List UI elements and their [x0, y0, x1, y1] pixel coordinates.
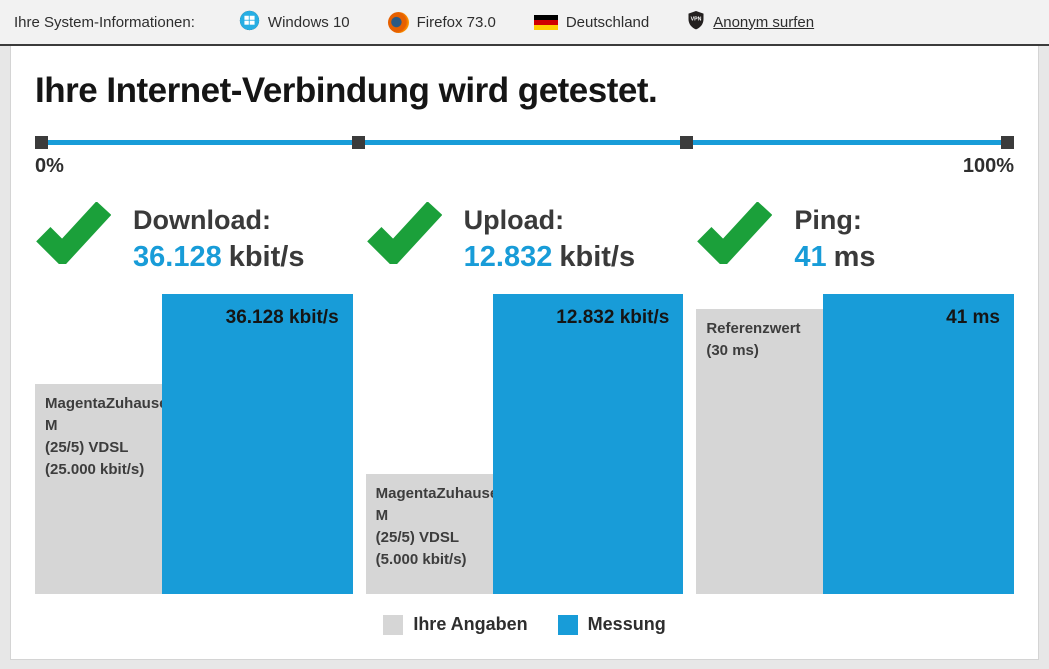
result-value: 41: [794, 241, 827, 273]
progress-track: [35, 140, 1014, 145]
bar-group-download: MagentaZuhause M (25/5) VDSL (25.000 kbi…: [35, 294, 353, 594]
speedtest-card: Ihre Internet-Verbindung wird getestet. …: [10, 46, 1039, 660]
progress-end-label: 100%: [962, 155, 1014, 177]
result-label: Upload:: [463, 205, 565, 235]
legend-swatch-measured: [557, 614, 578, 635]
browser-item: Firefox 73.0: [387, 11, 496, 33]
result-unit: kbit/s: [228, 241, 305, 273]
result-label: Ping:: [794, 205, 862, 235]
progress-start-label: 0%: [35, 155, 64, 177]
check-icon: [35, 201, 112, 269]
germany-flag-icon: [533, 14, 558, 30]
result-label: Download:: [133, 205, 271, 235]
comparison-bar-chart: MagentaZuhause M (25/5) VDSL (25.000 kbi…: [35, 294, 1014, 594]
result-upload: Upload: 12.832 kbit/s: [366, 201, 684, 276]
result-value: 36.128: [133, 241, 222, 273]
result-unit: kbit/s: [559, 241, 636, 273]
vpn-link[interactable]: VPN Anonym surfen: [687, 10, 814, 34]
page-title: Ihre Internet-Verbindung wird getestet.: [35, 71, 658, 110]
country-item: Deutschland: [533, 13, 650, 31]
legend-item-user: Ihre Angaben: [383, 614, 528, 635]
bar-group-upload: MagentaZuhause M (25/5) VDSL (5.000 kbit…: [365, 294, 684, 594]
progress-marker-0: [35, 136, 48, 149]
vpn-shield-icon: VPN: [687, 10, 705, 34]
firefox-icon: [387, 11, 409, 33]
progress-marker-2: [680, 136, 694, 149]
chart-legend: Ihre Angaben Messung: [35, 614, 1014, 635]
user-bar: MagentaZuhause M (25/5) VDSL (5.000 kbit…: [365, 474, 498, 594]
check-icon: [366, 201, 442, 269]
results-row: Download: 36.128 kbit/s Upload: 12.832 kbi…: [35, 201, 1014, 276]
result-ping: Ping: 41 ms: [696, 201, 1014, 276]
user-bar: Referenzwert (30 ms): [696, 309, 824, 594]
legend-label: Ihre Angaben: [413, 614, 528, 634]
result-value: 12.832: [463, 241, 553, 273]
legend-swatch-user: [383, 614, 404, 635]
progress-bar: [35, 136, 1014, 149]
measured-bar: 36.128 kbit/s: [162, 294, 353, 594]
progress-labels: 0% 100%: [35, 155, 1014, 178]
legend-item-measured: Messung: [557, 614, 666, 635]
bar-group-ping: Referenzwert (30 ms) 41 ms: [696, 294, 1014, 594]
system-info-bar: Ihre System-Informationen: Windows 10 Fi…: [0, 0, 1049, 46]
windows-icon: [239, 10, 260, 35]
os-label: Windows 10: [267, 13, 350, 31]
legend-label: Messung: [587, 614, 666, 634]
vpn-label[interactable]: Anonym surfen: [713, 13, 815, 31]
os-item: Windows 10: [239, 10, 350, 35]
svg-text:VPN: VPN: [691, 16, 702, 22]
browser-label: Firefox 73.0: [416, 13, 496, 31]
system-info-label: Ihre System-Informationen:: [14, 13, 195, 31]
progress-marker-3: [1001, 136, 1014, 149]
result-download: Download: 36.128 kbit/s: [35, 201, 353, 276]
country-label: Deutschland: [565, 13, 650, 31]
result-unit: ms: [833, 241, 876, 273]
check-icon: [696, 201, 773, 269]
measured-bar: 41 ms: [823, 294, 1014, 594]
user-bar: MagentaZuhause M (25/5) VDSL (25.000 kbi…: [35, 384, 168, 594]
progress-marker-1: [352, 136, 366, 149]
measured-bar: 12.832 kbit/s: [492, 294, 684, 594]
